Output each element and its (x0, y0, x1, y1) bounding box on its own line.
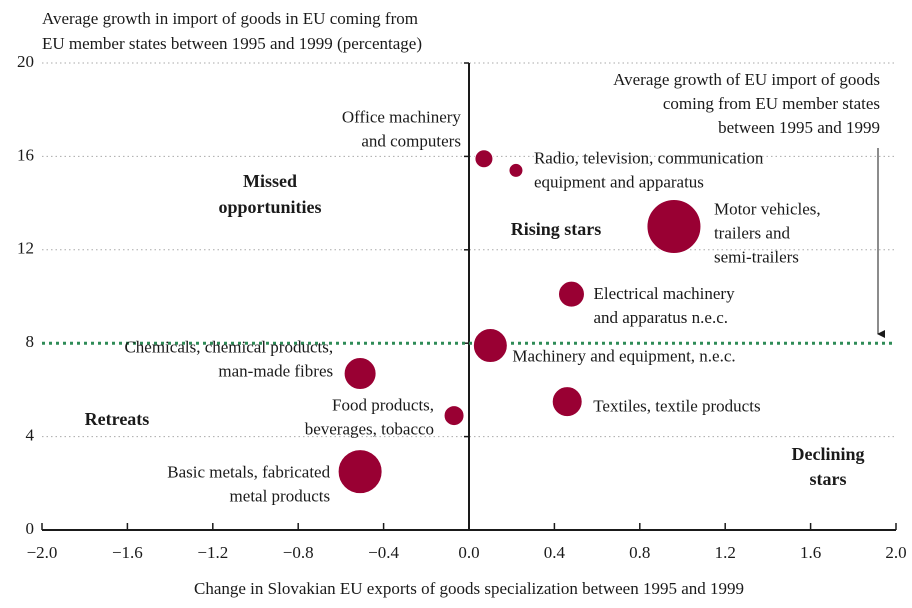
point-label: Office machinery (342, 108, 462, 127)
point-label: beverages, tobacco (305, 419, 434, 438)
x-axis-title: Change in Slovakian EU exports of goods … (194, 579, 744, 598)
bubble (508, 162, 524, 178)
point-label: metal products (230, 487, 331, 506)
bubble (557, 280, 585, 308)
x-tick-label: 0.0 (458, 543, 479, 562)
point-label: Textiles, textile products (593, 396, 760, 415)
quadrant-label: opportunities (218, 197, 321, 217)
x-tick-label: 0.8 (629, 543, 650, 562)
point-label: Radio, television, communication (534, 148, 764, 167)
reference-note: Average growth of EU import of goods (613, 70, 880, 89)
x-tick-label: 2.0 (885, 543, 906, 562)
point-label: and computers (361, 132, 461, 151)
x-tick-label: −0.4 (368, 543, 399, 562)
point-label: semi-trailers (714, 247, 799, 266)
point-label: and apparatus n.e.c. (593, 308, 728, 327)
point-label: Electrical machinery (593, 284, 735, 303)
x-tick-label: 0.4 (544, 543, 566, 562)
bubble (646, 198, 702, 254)
bubble (443, 405, 465, 427)
x-tick-label: 1.6 (800, 543, 821, 562)
point-label: equipment and apparatus (534, 172, 704, 191)
bubble (337, 449, 383, 495)
point-label: Motor vehicles, (714, 199, 821, 218)
y-tick-label: 4 (26, 426, 35, 445)
point-label: Chemicals, chemical products, (124, 337, 333, 356)
y-tick-label: 20 (17, 52, 34, 71)
quadrant-label: stars (810, 469, 847, 489)
bubble (474, 149, 494, 169)
reference-note: between 1995 and 1999 (718, 118, 880, 137)
quadrant-label: Declining (791, 444, 864, 464)
point-label: Basic metals, fabricated (167, 463, 330, 482)
y-tick-label: 12 (17, 239, 34, 258)
point-label: Machinery and equipment, n.e.c. (512, 346, 735, 365)
x-tick-label: −0.8 (283, 543, 314, 562)
y-axis-title: Average growth in import of goods in EU … (42, 9, 418, 28)
x-tick-label: 1.2 (715, 543, 736, 562)
y-tick-label: 8 (26, 332, 35, 351)
bubble (343, 357, 377, 391)
y-tick-label: 16 (17, 145, 34, 164)
x-tick-label: −1.2 (197, 543, 228, 562)
point-label: Food products, (332, 395, 434, 414)
point-label: trailers and (714, 223, 790, 242)
quadrant-label: Retreats (85, 409, 150, 429)
quadrant-label: Rising stars (511, 219, 602, 239)
reference-note: coming from EU member states (663, 94, 880, 113)
x-tick-label: −2.0 (27, 543, 58, 562)
quadrant-label: Missed (243, 171, 297, 191)
bubble (551, 386, 583, 418)
y-axis-title: EU member states between 1995 and 1999 (… (42, 34, 422, 53)
x-tick-label: −1.6 (112, 543, 143, 562)
bubble (472, 328, 508, 364)
point-label: man-made fibres (218, 361, 333, 380)
y-tick-label: 0 (26, 519, 35, 538)
